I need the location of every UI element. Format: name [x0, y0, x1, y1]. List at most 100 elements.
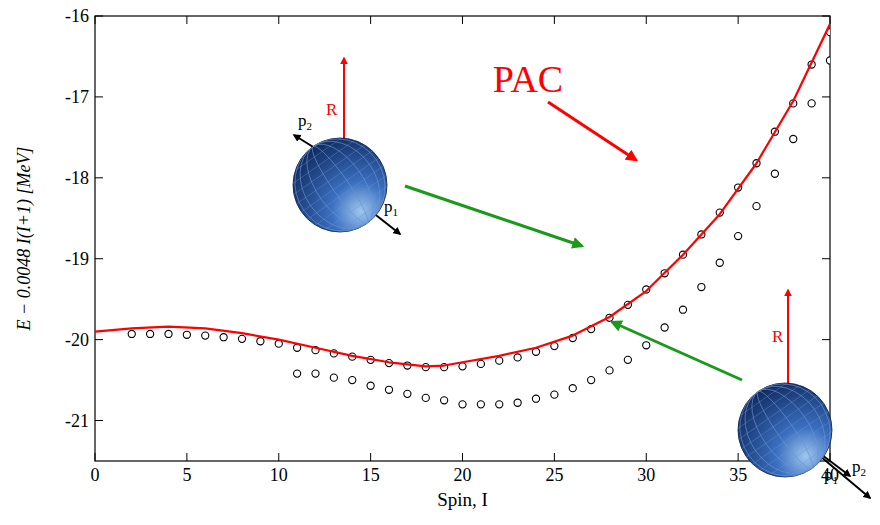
parallel	[757, 418, 834, 472]
data-point	[459, 401, 466, 408]
data-point	[790, 135, 797, 142]
particle-label: p1	[384, 197, 398, 218]
data-point	[826, 57, 830, 64]
y-tick-right	[822, 177, 830, 178]
y-tick-label: -17	[65, 87, 89, 107]
y-tick	[95, 420, 103, 421]
data-point	[183, 331, 190, 338]
parallel	[291, 143, 368, 197]
data-point	[422, 394, 429, 401]
data-point	[753, 203, 760, 210]
data-point	[624, 356, 631, 363]
x-tick-top	[370, 16, 371, 24]
x-tick-top	[738, 16, 739, 24]
particle-vector	[820, 456, 870, 498]
data-point	[514, 354, 521, 361]
data-point	[771, 170, 778, 177]
data-point	[238, 335, 245, 342]
globe-2	[720, 365, 851, 496]
data-point	[551, 391, 558, 398]
globe-grid	[275, 120, 406, 251]
y-tick-label: -18	[65, 168, 89, 188]
y-tick	[95, 16, 103, 17]
parallel	[736, 388, 813, 442]
y-tick	[95, 339, 103, 340]
meridian	[277, 121, 403, 249]
data-point	[716, 259, 723, 266]
y-axis-title: E − 0.0048 I(I+1) [MeV]	[14, 147, 35, 332]
x-tick	[278, 453, 279, 461]
parallel	[323, 189, 400, 243]
meridian	[729, 371, 842, 489]
data-point	[202, 332, 209, 339]
x-tick-top	[646, 16, 647, 24]
parallel	[752, 411, 829, 465]
y-tick	[95, 258, 103, 259]
x-tick-label: 20	[454, 465, 472, 485]
data-point	[698, 283, 705, 290]
data-point	[477, 401, 484, 408]
data-point	[404, 390, 411, 397]
data-point	[165, 330, 172, 337]
x-tick-top	[462, 16, 463, 24]
data-point	[294, 370, 301, 377]
x-tick-label: 35	[729, 465, 747, 485]
data-point	[735, 232, 742, 239]
data-point	[441, 397, 448, 404]
x-tick-label: 5	[182, 465, 191, 485]
x-tick	[462, 453, 463, 461]
meridian	[284, 126, 397, 244]
meridian	[284, 126, 397, 244]
label-subscript: 2	[861, 466, 867, 478]
data-point	[643, 342, 650, 349]
x-tick	[738, 453, 739, 461]
pac-label: PAC	[493, 58, 563, 100]
rotation-label: R	[326, 100, 338, 119]
x-tick	[186, 453, 187, 461]
meridian	[277, 121, 403, 249]
pointer-arrow	[612, 322, 742, 380]
label-subscript: 1	[393, 206, 399, 218]
pointer-arrow	[405, 186, 582, 246]
x-tick	[554, 453, 555, 461]
data-point	[679, 306, 686, 313]
x-tick-top	[186, 16, 187, 24]
x-tick-label: 10	[270, 465, 288, 485]
data-point	[514, 399, 521, 406]
parallel	[307, 166, 384, 220]
label-subscript: 1	[833, 474, 839, 486]
data-point	[128, 330, 135, 337]
y-tick-right	[822, 16, 830, 17]
data-point	[220, 334, 227, 341]
data-point	[569, 385, 576, 392]
y-tick-label: -21	[65, 411, 89, 431]
parallel	[285, 135, 362, 189]
y-tick-label: -16	[65, 6, 89, 26]
y-tick	[95, 96, 103, 97]
y-tick-label: -20	[65, 330, 89, 350]
globe-grid	[720, 365, 851, 496]
meridian	[722, 366, 848, 494]
x-tick	[646, 453, 647, 461]
plot-frame	[95, 16, 830, 461]
parallel	[312, 173, 389, 227]
parallel	[280, 127, 357, 181]
pac-arrow	[548, 102, 636, 160]
x-tick-label: 40	[821, 465, 839, 485]
x-tick-label: 25	[545, 465, 563, 485]
particle-label: p2	[852, 457, 866, 478]
parallel	[741, 395, 818, 449]
x-tick-top	[830, 16, 831, 24]
data-group	[95, 24, 830, 408]
parallel	[768, 434, 845, 488]
label-base: p	[384, 197, 393, 216]
label-subscript: 2	[307, 120, 313, 132]
data-point	[147, 330, 154, 337]
rotation-vector	[343, 58, 345, 140]
data-point	[367, 382, 374, 389]
data-point	[349, 376, 356, 383]
y-tick-right	[822, 258, 830, 259]
data-point	[606, 367, 613, 374]
x-tick-label: 15	[362, 465, 380, 485]
rotation-label: R	[772, 327, 784, 346]
